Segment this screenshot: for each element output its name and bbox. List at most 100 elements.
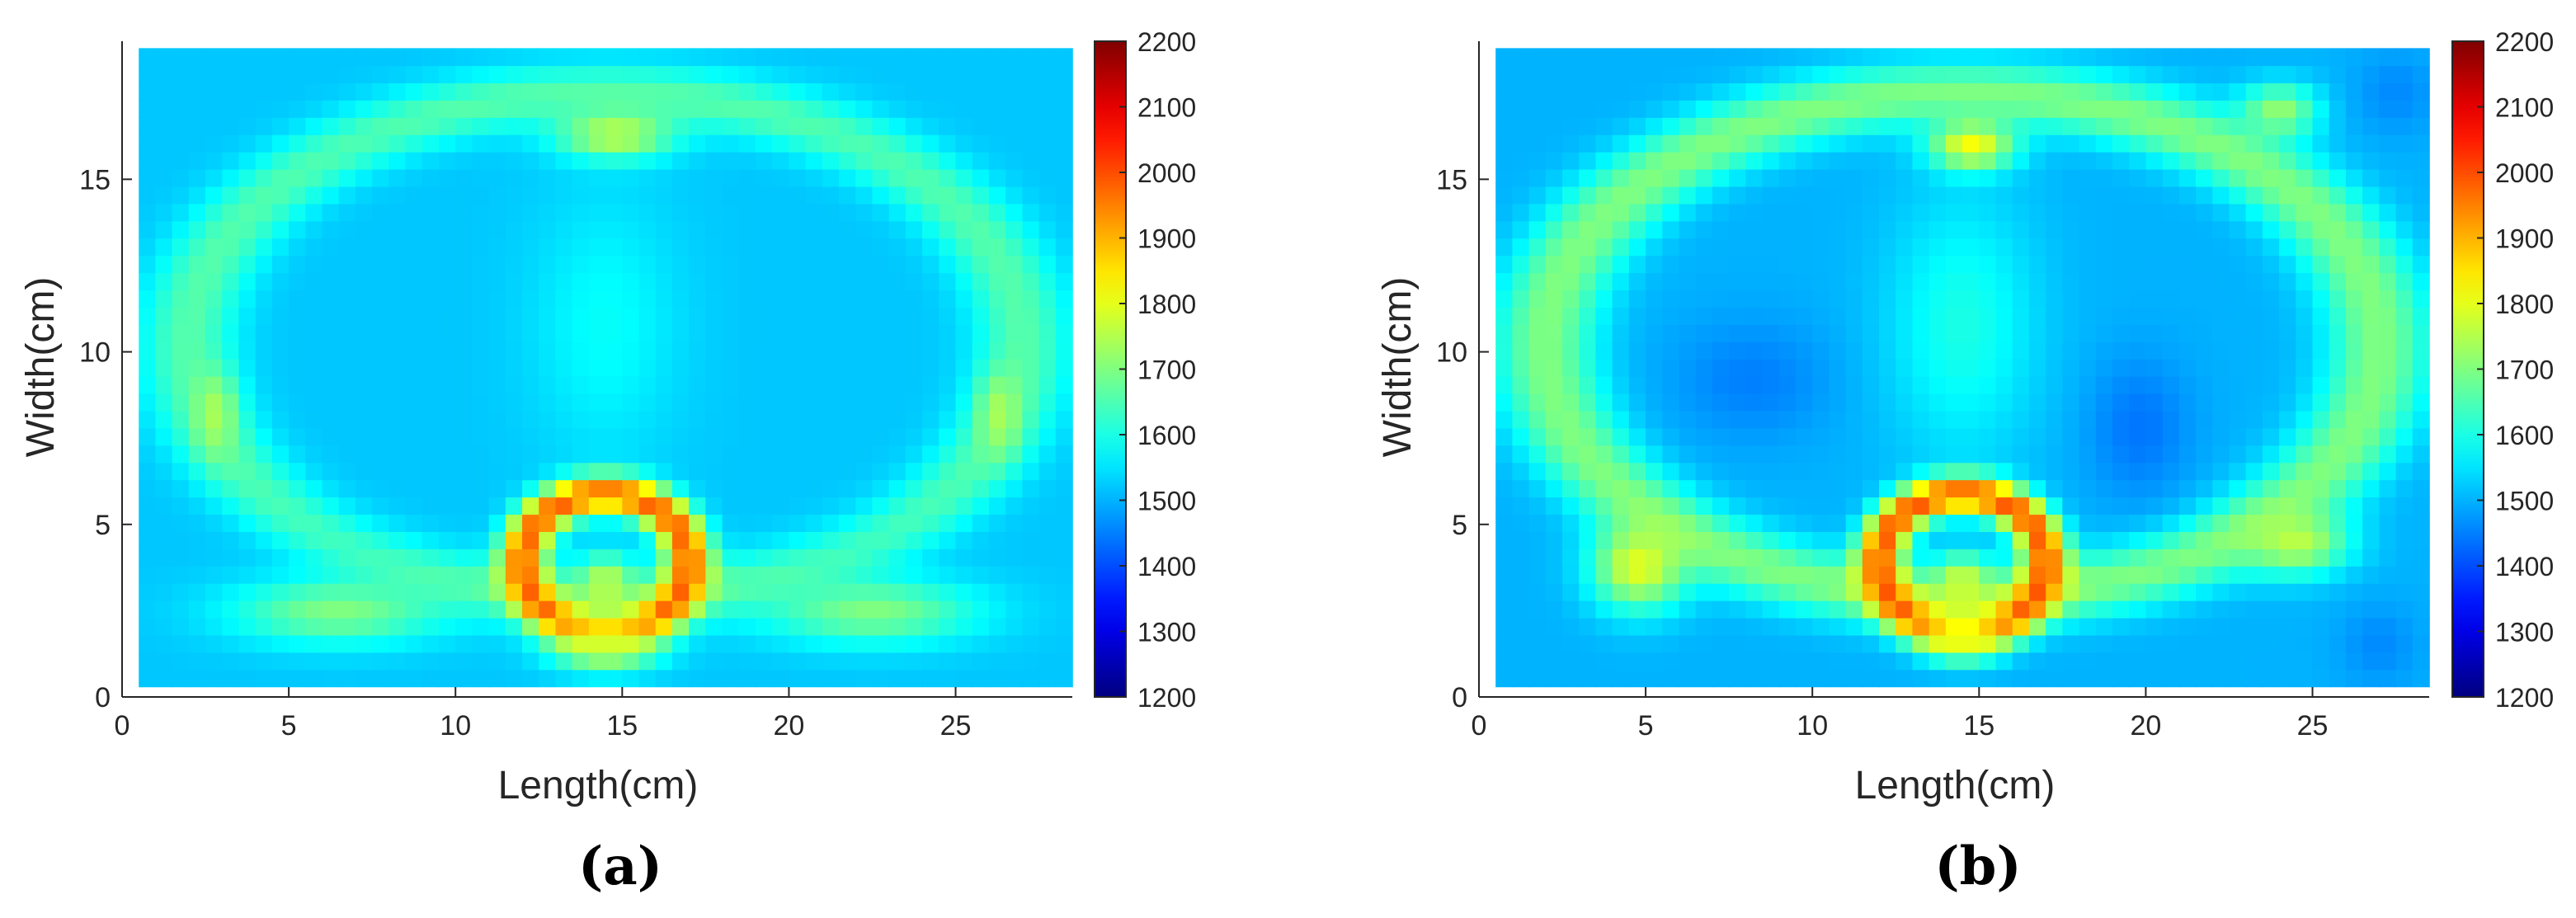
heatmap-cell xyxy=(2162,82,2180,101)
heatmap-cell xyxy=(922,48,940,67)
heatmap-cell xyxy=(905,514,923,532)
heatmap-cell xyxy=(588,410,606,429)
heatmap-cell xyxy=(1022,48,1040,67)
heatmap-cell xyxy=(2279,117,2297,135)
heatmap-cell xyxy=(1679,290,1697,308)
heatmap-cell xyxy=(2062,186,2080,205)
heatmap-cell xyxy=(1796,220,1814,239)
heatmap-cell xyxy=(188,341,206,360)
heatmap-cell xyxy=(789,358,807,377)
heatmap-cell xyxy=(1679,324,1697,342)
heatmap-cell xyxy=(655,531,673,549)
heatmap-cell xyxy=(405,186,423,205)
heatmap-cell xyxy=(839,168,857,187)
heatmap-cell xyxy=(905,669,923,688)
heatmap-cell xyxy=(1662,307,1680,325)
heatmap-cell xyxy=(2145,324,2164,342)
heatmap-cell xyxy=(822,290,840,308)
heatmap-cell xyxy=(888,617,907,636)
heatmap-cell xyxy=(2395,290,2414,308)
heatmap-cell xyxy=(2296,272,2314,291)
heatmap-cell xyxy=(705,652,723,671)
heatmap-cell xyxy=(756,358,774,377)
heatmap-cell xyxy=(888,427,907,446)
heatmap-cell xyxy=(1979,324,1997,342)
heatmap-cell xyxy=(922,82,940,101)
heatmap-cell xyxy=(1579,582,1597,601)
heatmap-cell xyxy=(555,514,573,532)
heatmap-cell xyxy=(1879,497,1897,515)
heatmap-cell xyxy=(722,151,740,170)
heatmap-cell xyxy=(2362,566,2381,584)
heatmap-cell xyxy=(1762,255,1780,274)
heatmap-cell xyxy=(2062,410,2080,429)
heatmap-cell xyxy=(139,65,157,84)
heatmap-cell xyxy=(722,272,740,291)
heatmap-cell xyxy=(1528,497,1547,515)
heatmap-cell xyxy=(2129,290,2147,308)
heatmap-cell xyxy=(1962,445,1980,464)
heatmap-cell xyxy=(1995,652,2013,671)
heatmap-cell xyxy=(338,393,356,412)
heatmap-cell xyxy=(655,186,673,205)
heatmap-cell xyxy=(855,238,874,257)
heatmap-cell xyxy=(505,358,523,377)
heatmap-cell xyxy=(389,290,407,308)
heatmap-cell xyxy=(955,168,973,187)
heatmap-cell xyxy=(922,324,940,342)
heatmap-cell xyxy=(2028,100,2046,118)
heatmap-cell xyxy=(421,497,440,515)
heatmap-cell xyxy=(671,65,690,84)
colorbar-tick-label: 1500 xyxy=(2495,487,2554,516)
heatmap-cell xyxy=(2362,582,2381,601)
heatmap-cell xyxy=(322,445,340,464)
colorbar-tick-label: 1300 xyxy=(1137,618,1196,647)
heatmap-cell xyxy=(1928,393,1947,412)
heatmap-cell xyxy=(1055,393,1073,412)
heatmap-cell xyxy=(2145,582,2164,601)
heatmap-cell xyxy=(1945,203,1963,222)
heatmap-cell xyxy=(372,410,390,429)
heatmap-cell xyxy=(2196,548,2214,567)
heatmap-cell xyxy=(988,341,1006,360)
heatmap-cell xyxy=(1712,238,1730,257)
heatmap-cell xyxy=(1945,566,1963,584)
heatmap-cell xyxy=(1829,669,1847,688)
heatmap-cell xyxy=(805,220,823,239)
heatmap-cell xyxy=(588,375,606,394)
heatmap-cell xyxy=(939,48,957,67)
heatmap-cell xyxy=(605,65,624,84)
heatmap-cell xyxy=(1005,255,1024,274)
heatmap-cell xyxy=(1762,100,1780,118)
heatmap-cell xyxy=(539,203,557,222)
heatmap-cell xyxy=(1628,497,1646,515)
heatmap-cell xyxy=(472,582,490,601)
heatmap-cell xyxy=(539,566,557,584)
heatmap-cell xyxy=(2362,48,2381,67)
heatmap-cell xyxy=(855,514,874,532)
heatmap-cell xyxy=(1945,341,1963,360)
heatmap-cell xyxy=(1979,117,1997,135)
heatmap-cell xyxy=(756,151,774,170)
heatmap-cell xyxy=(2162,341,2180,360)
heatmap-cell xyxy=(505,410,523,429)
heatmap-cell xyxy=(756,531,774,549)
heatmap-cell xyxy=(505,479,523,498)
heatmap-cell xyxy=(988,427,1006,446)
heatmap-cell xyxy=(2329,238,2347,257)
heatmap-cell xyxy=(1628,445,1646,464)
heatmap-cell xyxy=(671,514,690,532)
heatmap-cell xyxy=(955,652,973,671)
heatmap-cell xyxy=(722,186,740,205)
heatmap-cell xyxy=(1055,220,1073,239)
heatmap-cell xyxy=(772,531,790,549)
heatmap-cell xyxy=(1745,358,1764,377)
heatmap-cell xyxy=(322,65,340,84)
heatmap-cell xyxy=(789,238,807,257)
heatmap-cell xyxy=(2178,600,2197,619)
heatmap-cell xyxy=(805,548,823,567)
heatmap-cell xyxy=(756,100,774,118)
heatmap-cell xyxy=(588,427,606,446)
heatmap-cell xyxy=(2412,272,2430,291)
heatmap-cell xyxy=(1562,290,1580,308)
